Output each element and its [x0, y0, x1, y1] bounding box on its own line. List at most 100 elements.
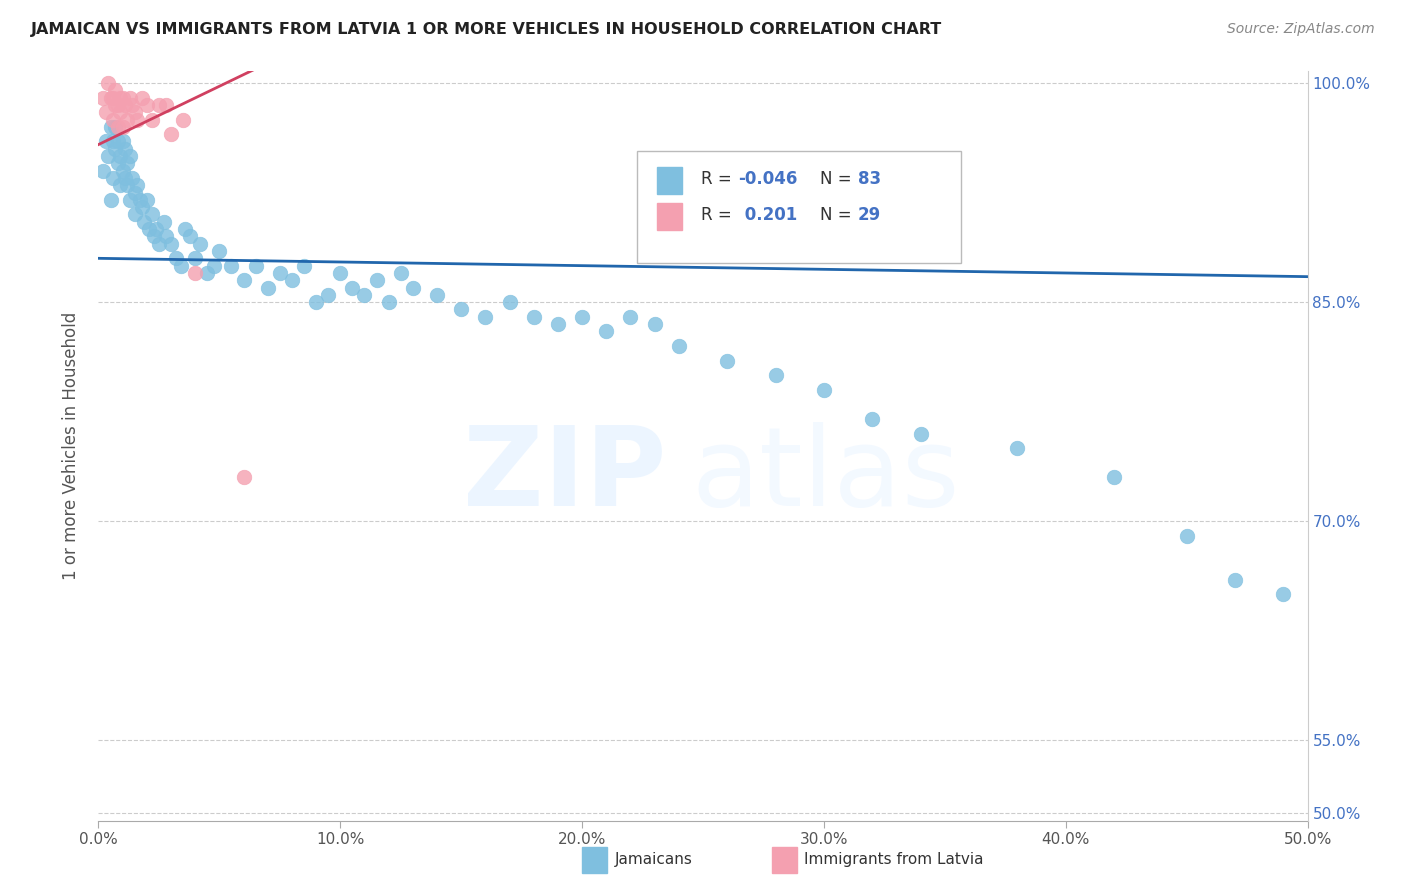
- Point: [292, 259, 315, 273]
- Point: [91, 163, 114, 178]
- Point: [124, 207, 146, 221]
- Point: [111, 163, 134, 178]
- Point: [135, 98, 157, 112]
- Point: [141, 207, 163, 221]
- Point: [101, 171, 124, 186]
- Point: [1223, 573, 1246, 587]
- Point: [143, 229, 166, 244]
- Point: [114, 171, 136, 186]
- Point: [377, 295, 399, 310]
- Text: R =: R =: [700, 170, 737, 188]
- Point: [101, 135, 124, 149]
- Point: [644, 317, 666, 331]
- Text: -0.046: -0.046: [738, 170, 797, 188]
- Text: ZIP: ZIP: [464, 423, 666, 530]
- Point: [195, 266, 218, 280]
- Point: [94, 105, 117, 120]
- Point: [329, 266, 352, 280]
- Point: [124, 105, 146, 120]
- Point: [169, 259, 191, 273]
- Point: [188, 236, 211, 251]
- Point: [127, 178, 149, 193]
- Text: 0.201: 0.201: [738, 206, 797, 224]
- Point: [107, 135, 129, 149]
- Point: [104, 83, 127, 97]
- Point: [127, 112, 149, 127]
- Point: [100, 193, 122, 207]
- Point: [208, 244, 231, 258]
- Point: [101, 112, 124, 127]
- Point: [107, 156, 129, 170]
- Point: [118, 149, 141, 163]
- Point: [124, 186, 146, 200]
- Point: [595, 324, 617, 338]
- Point: [155, 98, 177, 112]
- Point: [108, 90, 131, 104]
- Point: [342, 280, 364, 294]
- Point: [910, 426, 932, 441]
- Point: [121, 98, 143, 112]
- Point: [160, 127, 183, 141]
- Point: [97, 149, 120, 163]
- Point: [474, 310, 496, 324]
- Point: [813, 383, 835, 397]
- Text: N =: N =: [820, 206, 856, 224]
- Text: Immigrants from Latvia: Immigrants from Latvia: [804, 852, 984, 867]
- Point: [716, 353, 738, 368]
- Point: [101, 90, 124, 104]
- Point: [135, 193, 157, 207]
- Point: [104, 98, 127, 112]
- Point: [184, 252, 207, 266]
- Point: [366, 273, 388, 287]
- Point: [121, 171, 143, 186]
- Point: [104, 142, 127, 156]
- Point: [131, 200, 153, 214]
- Point: [498, 295, 520, 310]
- Point: [111, 120, 134, 134]
- Point: [668, 339, 690, 353]
- Point: [1007, 441, 1029, 455]
- Point: [232, 470, 254, 484]
- Point: [100, 90, 122, 104]
- Point: [118, 193, 141, 207]
- Point: [221, 259, 243, 273]
- Point: [204, 259, 226, 273]
- Point: [450, 302, 472, 317]
- Point: [232, 273, 254, 287]
- Point: [111, 90, 134, 104]
- Point: [148, 98, 170, 112]
- Point: [134, 215, 156, 229]
- Point: [305, 295, 328, 310]
- Point: [389, 266, 412, 280]
- Point: [94, 135, 117, 149]
- Point: [114, 98, 136, 112]
- Point: [523, 310, 546, 324]
- Point: [91, 90, 114, 104]
- Point: [160, 236, 183, 251]
- Text: R =: R =: [700, 206, 737, 224]
- Point: [571, 310, 593, 324]
- Y-axis label: 1 or more Vehicles in Household: 1 or more Vehicles in Household: [62, 312, 80, 580]
- Point: [108, 105, 131, 120]
- Point: [108, 149, 131, 163]
- Point: [138, 222, 160, 236]
- Point: [155, 229, 177, 244]
- Point: [104, 120, 127, 134]
- Point: [547, 317, 569, 331]
- Point: [1272, 587, 1295, 601]
- Point: [165, 252, 187, 266]
- Point: [152, 215, 174, 229]
- Point: [97, 76, 120, 90]
- Point: [402, 280, 425, 294]
- Point: [765, 368, 787, 383]
- Text: N =: N =: [820, 170, 856, 188]
- Point: [107, 120, 129, 134]
- Point: [108, 178, 131, 193]
- Point: [860, 412, 883, 426]
- Point: [179, 229, 201, 244]
- Point: [269, 266, 291, 280]
- Point: [619, 310, 641, 324]
- Point: [117, 156, 139, 170]
- Text: 29: 29: [858, 206, 882, 224]
- Point: [141, 112, 163, 127]
